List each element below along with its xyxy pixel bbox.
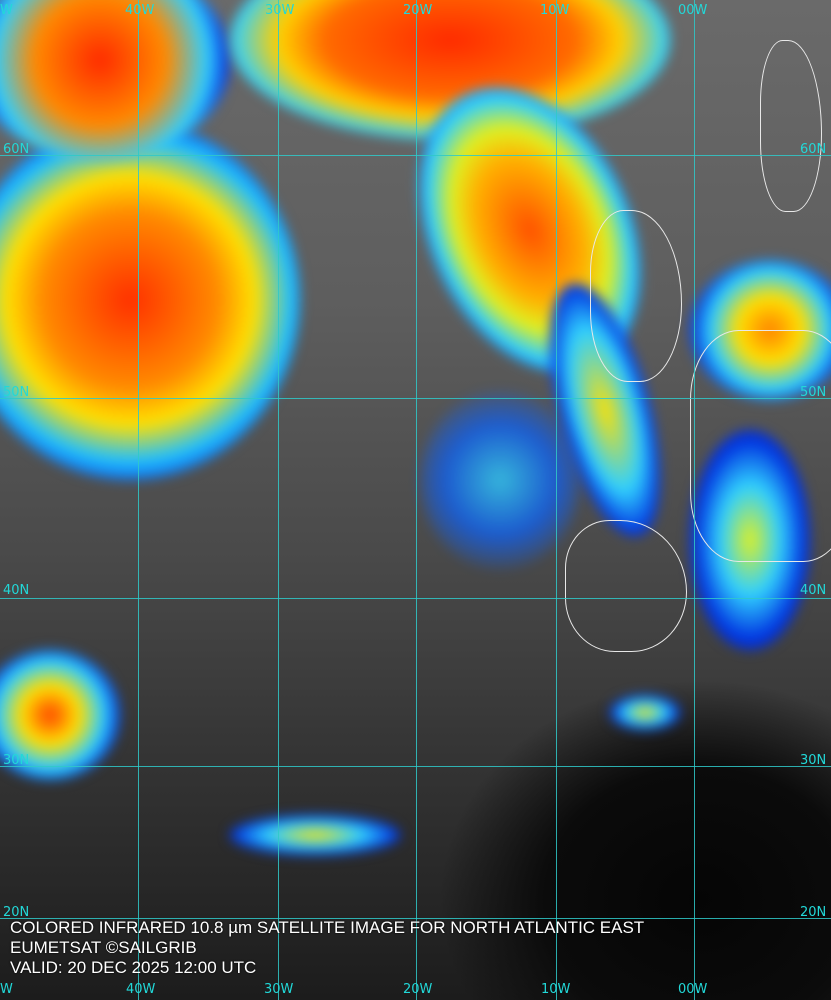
lat-label-left: 60N [3,142,30,157]
caption-credit: EUMETSAT ©SAILGRIB [10,938,197,957]
meridian-40w [138,0,139,1000]
lat-label-right: 60N [800,142,827,157]
lon-label-top: 10W [540,3,570,18]
lat-label-right: 30N [800,753,827,768]
lon-label-top: 20W [403,3,433,18]
lat-label-left: 20N [3,905,30,920]
lat-label-left: 40N [3,583,30,598]
lon-label-bottom: 20W [403,982,433,997]
image-caption: COLORED INFRARED 10.8 µm SATELLITE IMAGE… [10,918,644,978]
parallel-50n [0,398,831,399]
parallel-40n [0,598,831,599]
meridian-20w [416,0,417,1000]
lon-label-top: 00W [678,3,708,18]
lon-label-top: 40W [125,3,155,18]
lon-label-bottom: 30W [264,982,294,997]
caption-title: COLORED INFRARED 10.8 µm SATELLITE IMAGE… [10,918,645,937]
meridian-0 [694,0,695,1000]
meridian-10w [556,0,557,1000]
caption-valid-time: VALID: 20 DEC 2025 12:00 UTC [10,958,257,977]
lon-label-top: 30W [265,3,295,18]
parallel-60n [0,155,831,156]
parallel-30n [0,766,831,767]
lon-label-bottom: 00W [678,982,708,997]
meridian-30w [278,0,279,1000]
lat-label-right: 50N [800,385,827,400]
lon-label-bottom: 40W [126,982,156,997]
lon-label-bottom: W [0,982,13,997]
lon-label-top: W [0,3,13,18]
lon-label-bottom: 10W [541,982,571,997]
parallel-20n [0,918,831,919]
lat-label-left: 50N [3,385,30,400]
lat-label-right: 20N [800,905,827,920]
lat-label-right: 40N [800,583,827,598]
lat-label-left: 30N [3,753,30,768]
